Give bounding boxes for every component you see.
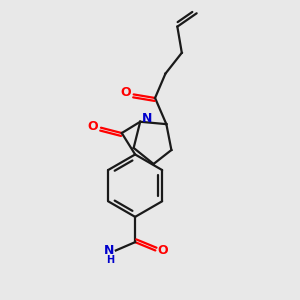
Text: N: N bbox=[104, 244, 114, 257]
Text: N: N bbox=[142, 112, 152, 125]
Text: O: O bbox=[87, 120, 98, 133]
Text: H: H bbox=[106, 255, 114, 265]
Text: O: O bbox=[120, 86, 131, 99]
Text: O: O bbox=[158, 244, 168, 257]
